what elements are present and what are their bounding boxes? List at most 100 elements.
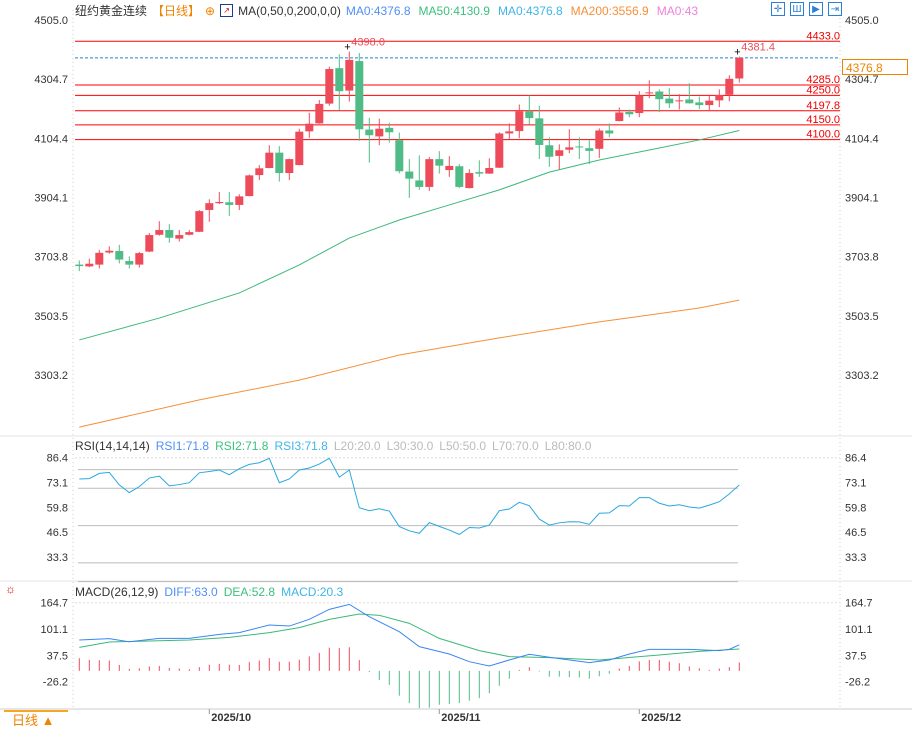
candle-body (345, 59, 354, 91)
macd-tick-left: 37.5 (47, 650, 68, 662)
candle-body (465, 173, 474, 189)
candle-body (355, 61, 364, 130)
candle-body (225, 202, 234, 205)
ma-params: MA(0,50,0,200,0,0) (238, 3, 341, 18)
indicator-value: RSI1:71.8 (155, 439, 210, 453)
indicator-value: MA0:43 (656, 3, 699, 18)
candle-body (75, 264, 84, 267)
candle-body (85, 263, 94, 267)
macd-tick-right: 101.1 (845, 624, 873, 636)
candle-body (455, 166, 464, 187)
price-level-label: 4433.0 (806, 30, 840, 42)
rsi-tick-left: 86.4 (47, 453, 68, 465)
diff-line (79, 603, 740, 667)
rsi-tick-right: 59.8 (845, 502, 866, 514)
crosshair-icon[interactable]: ✛ (771, 2, 785, 16)
indicator-value: MA0:4376.8 (345, 3, 411, 18)
x-tick-label: 2025/10 (211, 712, 251, 724)
indicator-chart-icon[interactable]: ↗ (220, 4, 234, 17)
candle-body (375, 128, 384, 137)
candle-body (145, 235, 154, 252)
main-header: 纽约黄金连续 【日线】 ⊕ ↗ MA(0,50,0,200,0,0) MA0:4… (75, 2, 698, 19)
macd-tick-left: -26.2 (43, 677, 68, 689)
period-button[interactable]: 日线 ▲ (4, 710, 68, 728)
candle-body (715, 95, 724, 101)
candle-body (315, 103, 324, 124)
indicator-value: RSI3:71.8 (274, 439, 328, 453)
candle-body (585, 148, 594, 151)
rsi-line (79, 457, 740, 535)
toolbar: ✛ Ш ▶ ⇥ (771, 2, 842, 16)
settings-circle-icon[interactable]: ⊕ (205, 3, 216, 18)
candle-body (615, 112, 624, 122)
indicator-value: L20:20.0 (333, 439, 381, 453)
candle-body (415, 180, 424, 187)
macd-settings-icon[interactable]: ☼ (5, 582, 16, 596)
rsi-tick-left: 33.3 (47, 552, 68, 564)
candle-body (275, 152, 284, 174)
candle-body (535, 118, 544, 145)
indicator-value: DEA:52.8 (223, 585, 276, 599)
high-annotation: 4398.0 (351, 37, 385, 49)
exit-icon[interactable]: ⇥ (828, 2, 842, 16)
rsi-tick-left: 59.8 (47, 502, 68, 514)
candle-body (575, 146, 584, 148)
indicator-value: L50:50.0 (439, 439, 486, 453)
y-tick-label-right: 3303.2 (845, 370, 879, 382)
candle-body (645, 92, 654, 94)
play-icon[interactable]: ▶ (809, 2, 823, 16)
candle-body (445, 165, 454, 171)
price-level-label: 4100.0 (806, 129, 840, 141)
candle-body (385, 127, 394, 133)
rsi-tick-right: 46.5 (845, 527, 866, 539)
indicator-value: MA50:4130.9 (418, 3, 490, 18)
candle-body (365, 129, 374, 136)
candle-body (695, 102, 704, 106)
symbol-title: 纽约黄金连续 (75, 4, 148, 18)
y-tick-label-left: 4304.7 (34, 74, 68, 86)
period-label[interactable]: 【日线】 (152, 4, 201, 18)
bar-chart-icon[interactable]: Ш (790, 2, 804, 16)
current-price-label: 4376.8 (842, 59, 908, 75)
dea-line (79, 613, 740, 661)
y-tick-label-right: 4505.0 (845, 15, 879, 27)
rsi-tick-right: 73.1 (845, 478, 866, 490)
candle-body (295, 131, 304, 166)
candle-body (245, 175, 254, 197)
indicator-value: L30:30.0 (386, 439, 434, 453)
candle-body (195, 211, 204, 232)
y-tick-label-left: 3303.2 (34, 370, 68, 382)
candle-body (505, 131, 514, 134)
candle-body (215, 201, 224, 204)
candle-body (95, 252, 104, 265)
candle-body (685, 99, 694, 104)
macd-header: MACD(26,12,9) DIFF:63.0 DEA:52.8 MACD:20.3 (75, 585, 343, 599)
y-tick-label-left: 3904.1 (34, 193, 68, 205)
candle-body (675, 100, 684, 102)
candle-body (155, 230, 164, 235)
y-tick-label-right: 4104.4 (845, 133, 879, 145)
candle-body (595, 130, 604, 149)
macd-tick-right: 37.5 (845, 650, 866, 662)
price-level-label: 4150.0 (806, 114, 840, 126)
candle-body (175, 235, 184, 239)
y-tick-label-left: 3703.8 (34, 252, 68, 264)
x-tick-label: 2025/12 (641, 712, 681, 724)
y-tick-label-right: 3904.1 (845, 193, 879, 205)
indicator-value: DIFF:63.0 (164, 585, 218, 599)
rsi-tick-left: 73.1 (47, 478, 68, 490)
candle-body (515, 111, 524, 132)
y-tick-label-right: 4304.7 (845, 74, 879, 86)
macd-params: MACD(26,12,9) (75, 585, 159, 599)
candle-body (635, 95, 644, 114)
indicator-value: MA0:4376.8 (497, 3, 563, 18)
ma50-line (79, 130, 740, 341)
rsi-tick-left: 46.5 (47, 527, 68, 539)
ma200-line (79, 299, 740, 428)
candle-body (735, 57, 744, 79)
rsi-header: RSI(14,14,14) RSI1:71.8 RSI2:71.8 RSI3:71.… (75, 439, 591, 453)
candle-body (545, 145, 554, 157)
indicator-value: MA200:3556.9 (570, 3, 649, 18)
candle-body (235, 196, 244, 205)
